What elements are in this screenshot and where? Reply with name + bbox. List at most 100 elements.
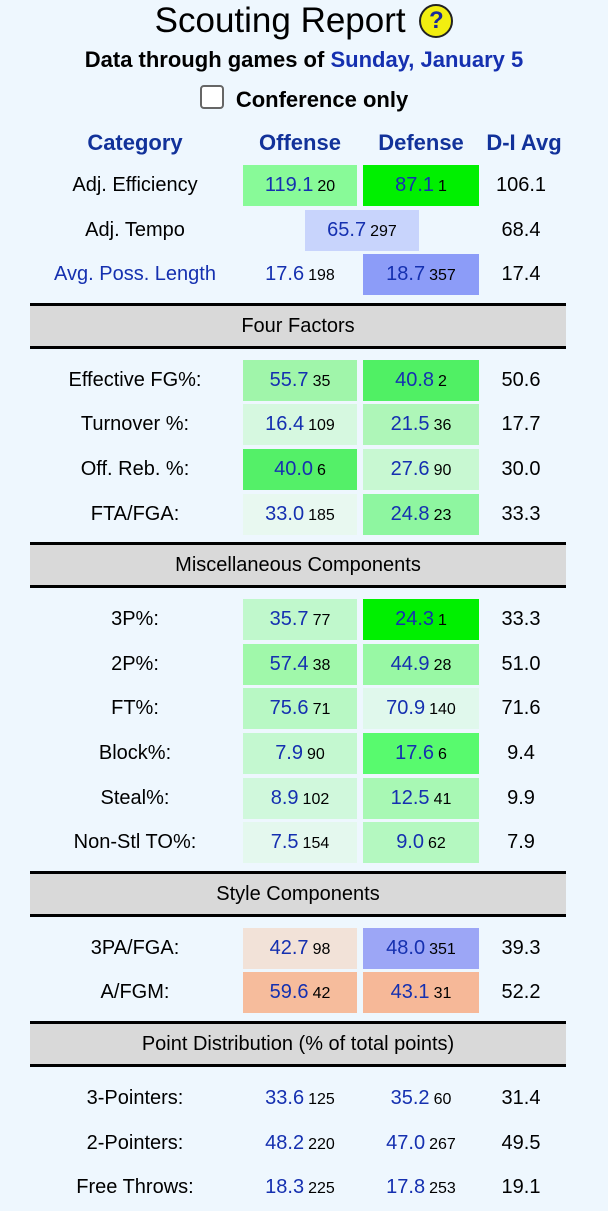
table-row: Off. Reb. %: 40.0 6 27.6 90 30.0: [30, 448, 566, 493]
section-header: Style Components: [30, 870, 566, 917]
table-row: Non-Stl TO%: 7.5 154 9.0 62 7.9: [30, 821, 566, 866]
stat-value[interactable]: 24.8: [390, 502, 430, 525]
stat-value[interactable]: 24.3: [395, 608, 435, 631]
stat-value[interactable]: 33.0: [265, 502, 305, 525]
table-header: Category Offense Defense D-I Avg: [30, 122, 566, 164]
row-label: Adj. Efficiency: [72, 174, 198, 196]
stat-value[interactable]: 75.6: [269, 697, 309, 720]
row-label: FT%:: [111, 697, 159, 720]
stat-value[interactable]: 18.3: [265, 1176, 305, 1199]
stat-value[interactable]: 17.8: [386, 1176, 426, 1199]
offense-cell: 7.9 90: [243, 732, 357, 774]
offense-cell: 48.2 220: [243, 1123, 357, 1164]
defense-cell: 9.0 62: [363, 822, 479, 864]
table-row: Steal%: 8.9 102 12.5 41 9.9: [30, 777, 566, 822]
stat-value[interactable]: 59.6: [269, 981, 309, 1004]
header-d1-avg[interactable]: D-I Avg: [486, 130, 562, 155]
row-label: FTA/FGA:: [90, 502, 180, 525]
offense-cell: 75.6 71: [243, 688, 357, 730]
table-row: Block%: 7.9 90 17.6 6 9.4: [30, 732, 566, 777]
header-defense[interactable]: Defense: [378, 130, 464, 155]
stat-value[interactable]: 48.0: [386, 936, 426, 959]
stat-rank: 351: [429, 940, 456, 958]
help-icon[interactable]: ?: [419, 4, 454, 38]
stat-rank: 60: [433, 1090, 452, 1108]
row-label: Off. Reb. %:: [80, 457, 190, 480]
stat-value[interactable]: 44.9: [390, 652, 430, 675]
stat-value[interactable]: 119.1: [264, 174, 314, 196]
stat-value[interactable]: 47.0: [386, 1131, 426, 1154]
table-row: 2P%: 57.4 38 44.9 28 51.0: [30, 643, 566, 688]
table-row: Effective FG%: 55.7 35 40.8 2 50.6: [30, 359, 566, 404]
page-title: Scouting Report ?: [0, 0, 608, 42]
scouting-table: Category Offense Defense D-I Avg Adj. Ef…: [30, 122, 566, 1211]
offense-cell: 35.7 77: [243, 599, 357, 641]
defense-cell: 87.1 1: [363, 165, 479, 206]
stat-value[interactable]: 48.2: [265, 1131, 305, 1154]
stat-value[interactable]: 8.9: [270, 786, 299, 809]
stat-value[interactable]: 7.9: [275, 741, 303, 764]
d1-average: 51.0: [501, 652, 541, 675]
stat-value[interactable]: 55.7: [269, 368, 309, 391]
stat-rank: 31: [433, 985, 452, 1003]
stat-rank: 2: [438, 372, 447, 390]
row-label: A/FGM:: [100, 981, 170, 1004]
conference-only-toggle[interactable]: Conference only: [0, 84, 608, 116]
d1-average: 17.7: [501, 413, 541, 436]
stat-value[interactable]: 7.5: [270, 831, 299, 854]
offense-cell: 7.5 154: [243, 822, 357, 864]
stat-value[interactable]: 57.4: [269, 652, 309, 675]
stat-value[interactable]: 70.9: [386, 697, 426, 720]
stat-value[interactable]: 33.6: [265, 1086, 305, 1109]
stat-value[interactable]: 21.5: [390, 413, 430, 436]
stat-value[interactable]: 65.7: [327, 218, 367, 241]
row-label: Non-Stl TO%:: [73, 831, 197, 854]
stat-value[interactable]: 17.6: [265, 263, 305, 286]
defense-cell: 18.7 357: [363, 254, 479, 296]
stat-rank: 185: [308, 506, 335, 524]
stat-rank: 71: [312, 701, 331, 719]
defense-cell: 17.8 253: [363, 1167, 479, 1208]
row-label: 3PA/FGA:: [90, 936, 180, 959]
header-offense[interactable]: Offense: [259, 130, 341, 155]
offense-cell: 59.6 42: [243, 972, 357, 1014]
stat-value[interactable]: 42.7: [269, 936, 309, 959]
stat-value[interactable]: 40.8: [395, 368, 435, 391]
d1-average: 30.0: [501, 457, 541, 480]
stat-rank: 102: [302, 790, 330, 808]
row-label[interactable]: Avg. Poss. Length: [54, 263, 216, 286]
stat-rank: 20: [317, 178, 336, 195]
offense-cell: 55.7 35: [243, 359, 357, 401]
d1-average: 7.9: [507, 831, 535, 854]
stat-value[interactable]: 40.0: [274, 457, 314, 480]
header-category[interactable]: Category: [87, 130, 183, 155]
stat-rank: 77: [312, 612, 331, 630]
d1-average: 68.4: [501, 218, 541, 241]
stat-value[interactable]: 35.2: [390, 1086, 430, 1109]
stat-rank: 6: [438, 745, 447, 763]
table-row: FTA/FGA: 33.0 185 24.8 23 33.3: [30, 493, 566, 538]
offense-cell: 57.4 38: [243, 643, 357, 685]
stat-value[interactable]: 16.4: [265, 413, 305, 436]
stat-value[interactable]: 27.6: [390, 457, 430, 480]
date-link[interactable]: Sunday, January 5: [330, 47, 524, 72]
stat-rank: 98: [312, 940, 331, 958]
defense-cell: 48.0 351: [363, 927, 479, 969]
stat-value[interactable]: 87.1: [395, 174, 435, 196]
stat-value[interactable]: 12.5: [390, 786, 430, 809]
defense-cell: 27.6 90: [363, 448, 479, 490]
conference-only-checkbox[interactable]: [199, 85, 224, 109]
stat-value[interactable]: 35.7: [269, 608, 309, 631]
table-row: Avg. Poss. Length 17.6 198 18.7 357 17.4: [30, 253, 566, 298]
stat-rank: 1: [438, 178, 447, 195]
d1-average: 106.1: [495, 174, 547, 196]
d1-average: 31.4: [501, 1086, 541, 1109]
stat-value[interactable]: 43.1: [390, 981, 430, 1004]
stat-rank: 36: [433, 417, 452, 435]
table-row: 3-Pointers: 33.6 125 35.2 60 31.4: [30, 1077, 566, 1122]
defense-cell: 70.9 140: [363, 688, 479, 730]
stat-value[interactable]: 17.6: [395, 741, 435, 764]
stat-value[interactable]: 9.0: [396, 831, 424, 854]
stat-value[interactable]: 18.7: [386, 263, 426, 286]
defense-cell: 44.9 28: [363, 643, 479, 685]
